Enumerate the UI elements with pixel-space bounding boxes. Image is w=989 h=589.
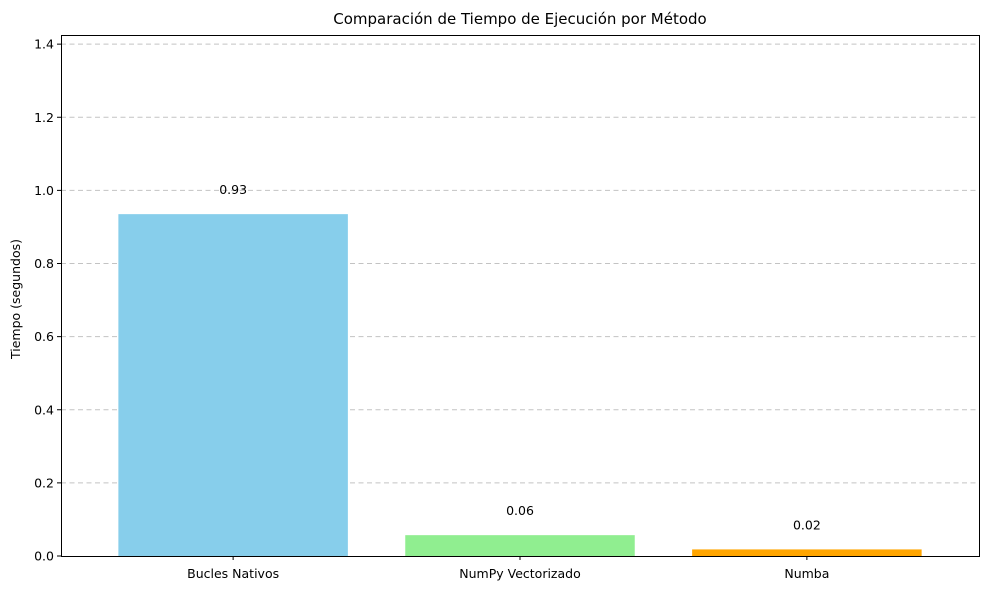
x-tick-label: NumPy Vectorizado: [459, 566, 580, 581]
bar: [118, 214, 348, 556]
bar-value-label: 0.06: [506, 503, 534, 518]
bar: [692, 549, 922, 556]
x-tick-label: Numba: [784, 566, 829, 581]
y-tick-label: 0.0: [34, 549, 54, 564]
x-tick-label: Bucles Nativos: [187, 566, 279, 581]
y-tick-label: 1.4: [34, 37, 54, 52]
chart-title: Comparación de Tiempo de Ejecución por M…: [333, 10, 706, 28]
x-axis-ticks: Bucles Nativos NumPy Vectorizado Numba: [187, 556, 829, 581]
bar-value-label: 0.02: [793, 517, 821, 532]
bars: [118, 214, 922, 556]
y-axis-label: Tiempo (segundos): [8, 239, 23, 360]
bar-value-labels: 0.93 0.06 0.02: [219, 182, 821, 532]
y-tick-label: 1.0: [34, 183, 54, 198]
y-tick-label: 0.4: [34, 402, 54, 417]
bar-value-label: 0.93: [219, 182, 247, 197]
y-tick-label: 1.2: [34, 110, 54, 125]
y-axis-ticks: 0.0 0.2 0.4 0.6 0.8 1.0 1.2 1.4: [34, 37, 61, 564]
y-tick-label: 0.2: [34, 475, 54, 490]
y-tick-label: 0.6: [34, 329, 54, 344]
bar: [405, 535, 635, 556]
y-tick-label: 0.8: [34, 256, 54, 271]
plot-area-frame: [61, 35, 980, 557]
